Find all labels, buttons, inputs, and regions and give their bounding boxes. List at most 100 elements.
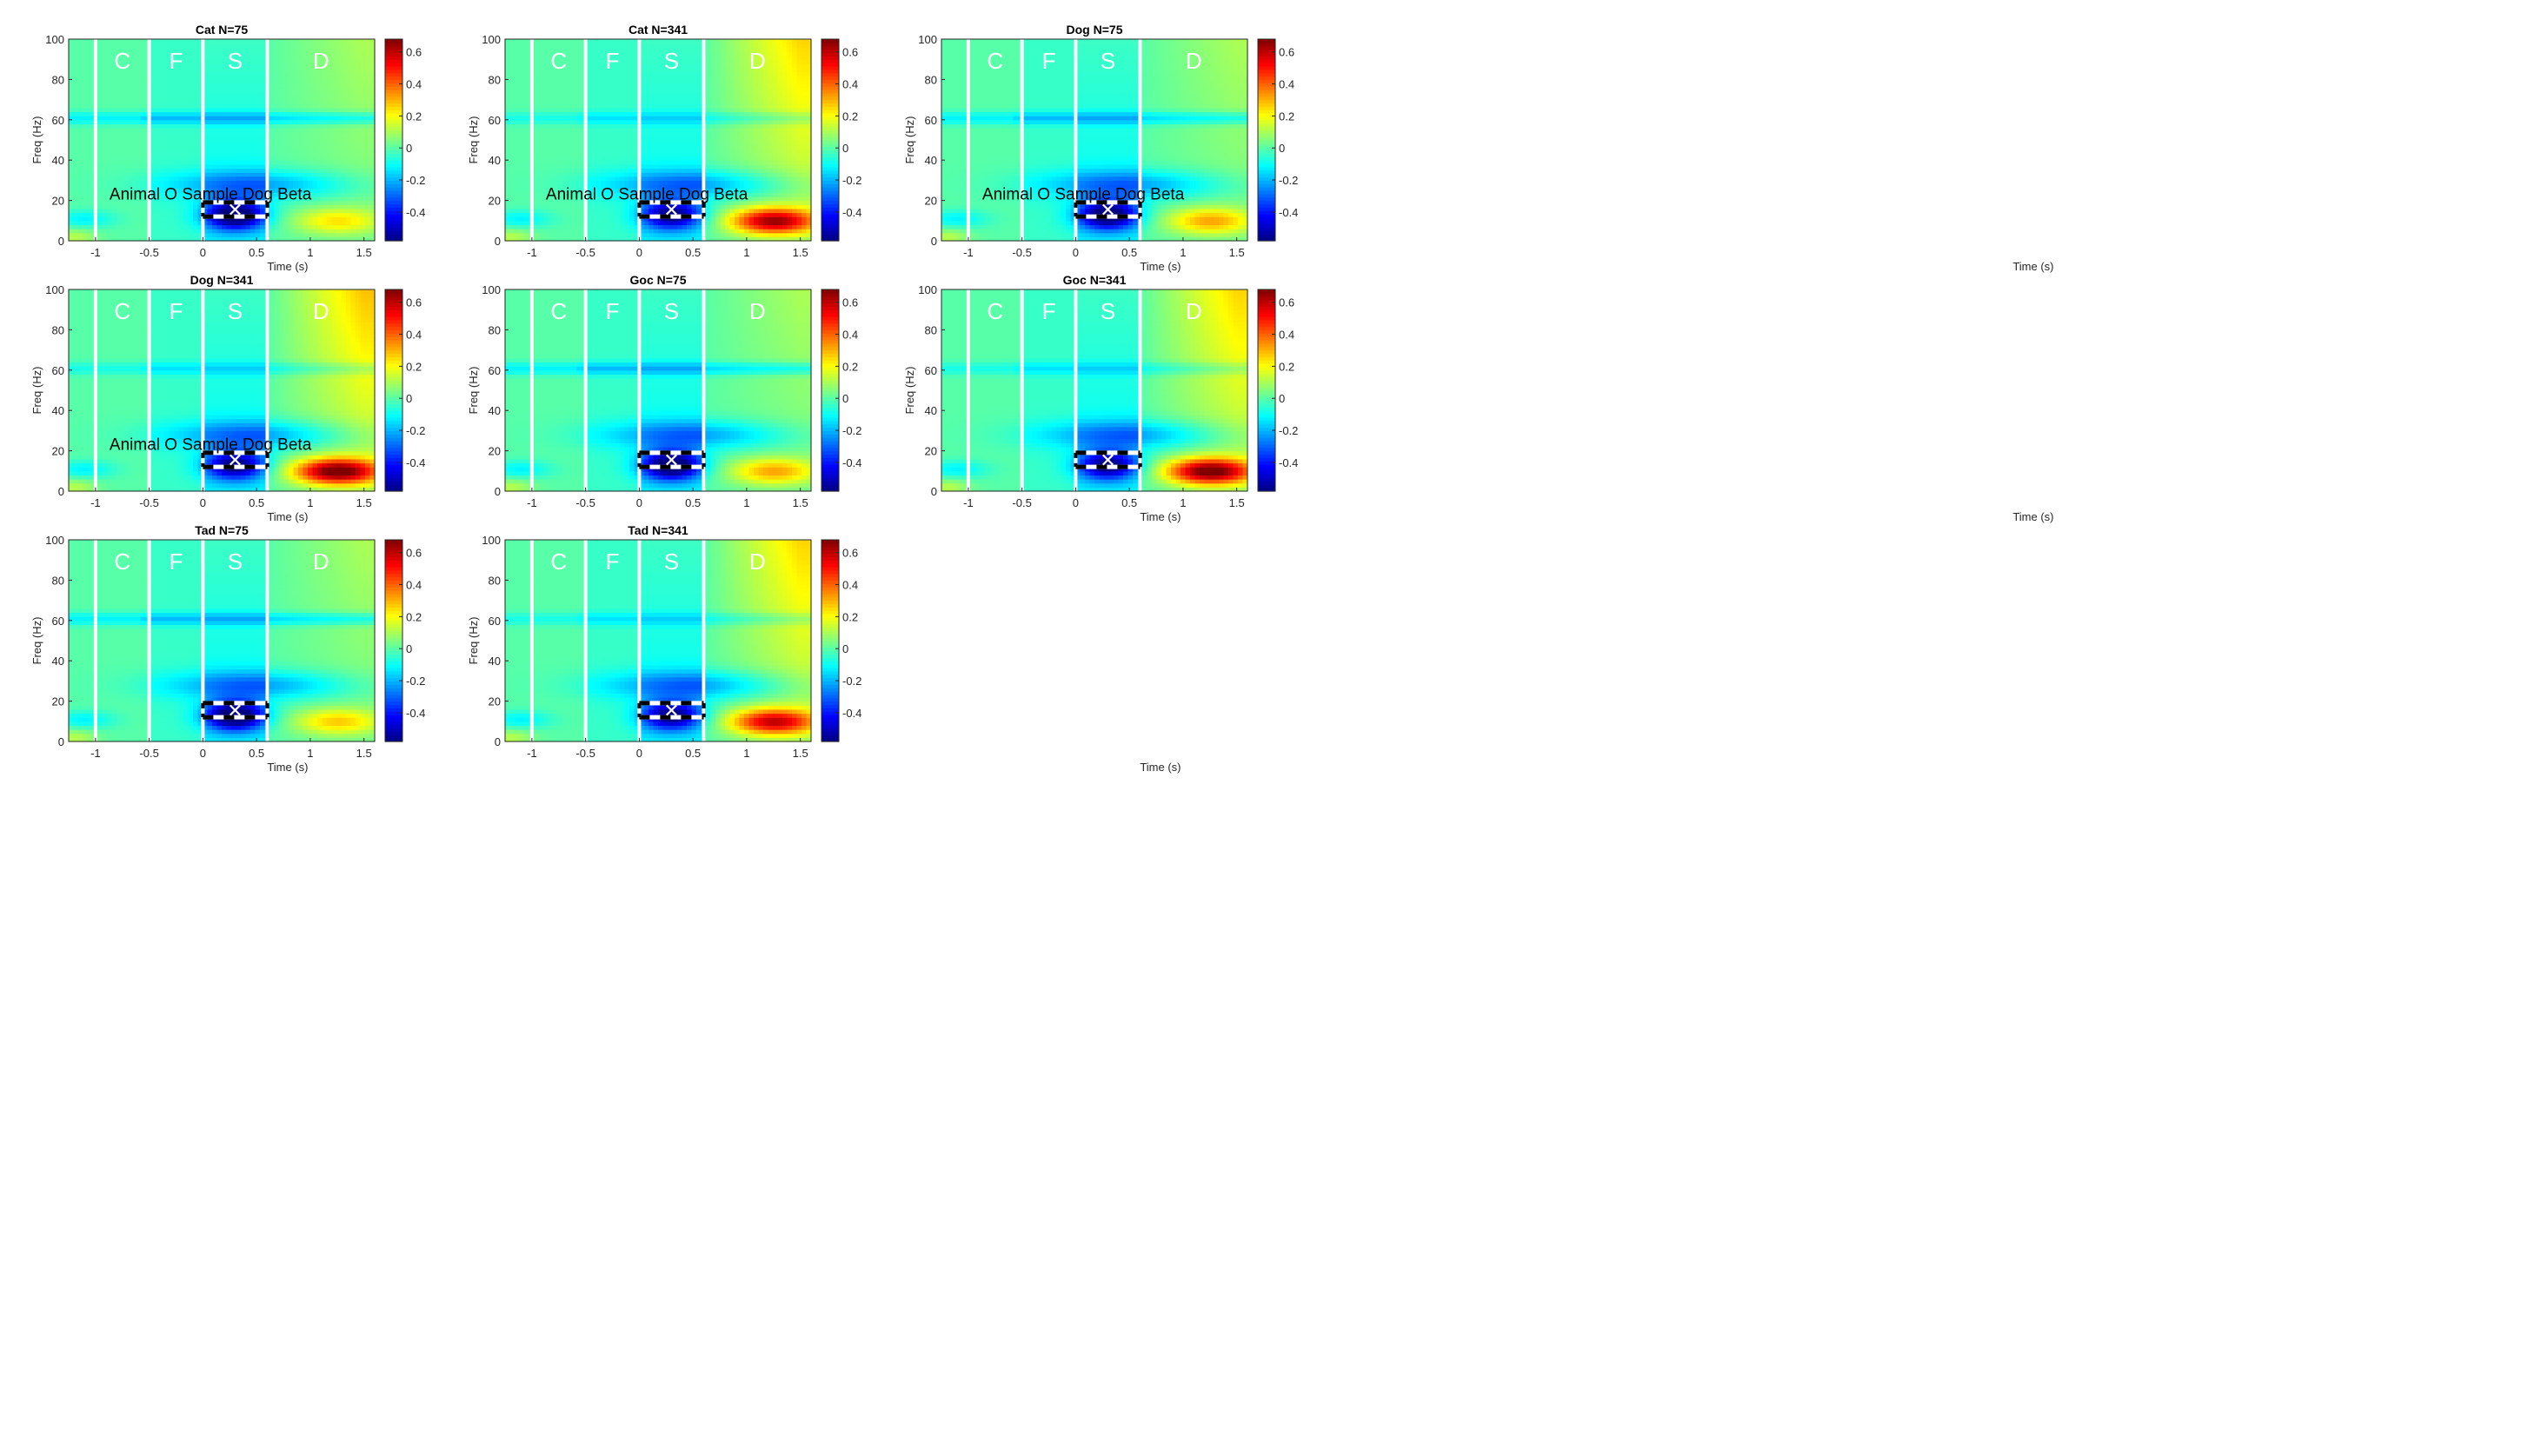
heatmap-cell	[222, 232, 228, 237]
heatmap-cell	[653, 75, 659, 80]
heatmap-cell	[260, 236, 266, 242]
heatmap-cell	[121, 111, 127, 116]
heatmap-cell	[136, 63, 142, 69]
heatmap-cell	[624, 212, 630, 217]
heatmap-cell	[524, 71, 530, 76]
heatmap-cell	[183, 229, 190, 234]
heatmap-cell	[317, 71, 323, 76]
heatmap-cell	[562, 75, 569, 80]
heatmap-cell	[350, 55, 356, 60]
heatmap-cell	[543, 111, 549, 116]
heatmap-cell	[322, 79, 328, 84]
heatmap-cell	[69, 224, 75, 229]
heatmap-cell	[629, 83, 635, 89]
heatmap-cell	[312, 63, 318, 69]
heatmap-cell	[303, 151, 309, 157]
heatmap-cell	[83, 208, 89, 214]
heatmap-cell	[643, 103, 649, 109]
heatmap-cell	[591, 236, 597, 242]
heatmap-cell	[231, 232, 237, 237]
heatmap-cell	[183, 160, 190, 165]
heatmap-cell	[216, 103, 223, 109]
heatmap-cell	[350, 229, 356, 234]
heatmap-cell	[624, 79, 630, 84]
heatmap-cell	[73, 192, 79, 197]
heatmap-cell	[576, 116, 582, 121]
heatmap-cell	[255, 103, 261, 109]
heatmap-cell	[164, 128, 170, 133]
heatmap-cell	[620, 156, 626, 161]
heatmap-cell	[615, 107, 621, 113]
heatmap-cell	[130, 119, 136, 125]
heatmap-cell	[303, 119, 309, 125]
heatmap-cell	[279, 128, 285, 133]
heatmap-cell	[245, 236, 251, 242]
heatmap-cell	[509, 107, 516, 113]
heatmap-cell	[245, 131, 251, 136]
heatmap-cell	[308, 79, 314, 84]
heatmap-cell	[639, 148, 645, 153]
colorbar-cell	[385, 160, 402, 164]
heatmap-cell	[595, 119, 602, 125]
heatmap-cell	[653, 180, 659, 185]
heatmap-cell	[121, 192, 127, 197]
heatmap-cell	[346, 83, 352, 89]
heatmap-cell	[88, 143, 94, 149]
heatmap-cell	[548, 229, 554, 234]
heatmap-cell	[524, 172, 530, 177]
heatmap-cell	[572, 176, 578, 181]
heatmap-cell	[356, 224, 362, 229]
heatmap-cell	[634, 163, 640, 170]
heatmap-cell	[207, 63, 213, 69]
heatmap-cell	[303, 216, 309, 222]
heatmap-cell	[150, 83, 156, 89]
heatmap-cell	[174, 168, 180, 173]
heatmap-cell	[572, 151, 578, 157]
heatmap-cell	[341, 184, 347, 189]
heatmap-cell	[317, 148, 323, 153]
heatmap-cell	[365, 103, 371, 109]
heatmap-cell	[553, 224, 559, 229]
heatmap-cell	[169, 103, 175, 109]
heatmap-cell	[327, 79, 333, 84]
heatmap-cell	[586, 63, 592, 69]
heatmap-cell	[222, 156, 228, 161]
heatmap-cell	[610, 136, 616, 141]
heatmap-cell	[369, 143, 376, 149]
heatmap-cell	[126, 39, 132, 44]
heatmap-cell	[174, 128, 180, 133]
heatmap-cell	[356, 140, 362, 145]
heatmap-cell	[150, 55, 156, 60]
heatmap-cell	[107, 143, 113, 149]
heatmap-cell	[505, 180, 511, 185]
heatmap-cell	[369, 99, 376, 104]
heatmap-cell	[121, 216, 127, 222]
heatmap-cell	[649, 180, 655, 185]
heatmap-cell	[126, 188, 132, 193]
heatmap-cell	[567, 91, 573, 96]
axes-frame	[68, 38, 376, 242]
heatmap-cell	[643, 67, 649, 72]
heatmap-cell	[226, 59, 232, 64]
heatmap-cell	[322, 43, 328, 48]
heatmap-cell	[155, 131, 161, 136]
heatmap-cell	[289, 111, 295, 116]
heatmap-cell	[236, 123, 242, 129]
heatmap-cell	[662, 168, 669, 173]
heatmap-cell	[643, 172, 649, 177]
heatmap-cell	[557, 216, 563, 222]
heatmap-cell	[505, 176, 511, 181]
heatmap-cell	[174, 151, 180, 157]
heatmap-cell	[629, 163, 635, 170]
heatmap-cell	[576, 229, 582, 234]
heatmap-cell	[216, 163, 223, 170]
heatmap-cell	[203, 128, 209, 133]
heatmap-cell	[207, 107, 213, 113]
heatmap-cell	[298, 79, 304, 84]
heatmap-cell	[634, 192, 640, 197]
heatmap-cell	[553, 131, 559, 136]
heatmap-cell	[136, 176, 142, 181]
heatmap-cell	[78, 236, 84, 242]
heatmap-cell	[562, 160, 569, 165]
heatmap-cell	[269, 180, 276, 185]
